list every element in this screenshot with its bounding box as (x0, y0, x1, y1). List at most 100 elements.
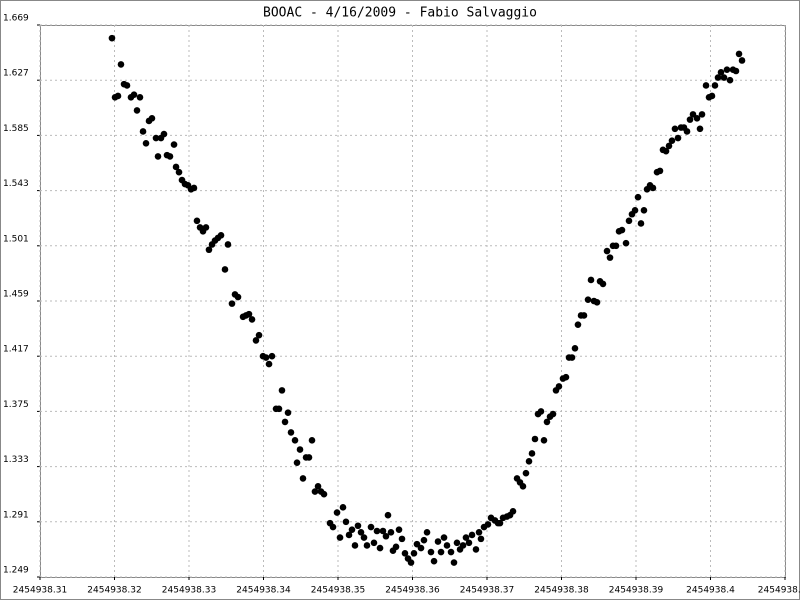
point (410, 550, 418, 557)
point (363, 542, 371, 549)
point (139, 128, 147, 135)
point (339, 504, 347, 511)
point (574, 321, 582, 328)
point (662, 147, 670, 155)
point (296, 446, 304, 453)
point (555, 383, 563, 390)
point (175, 168, 183, 176)
point (108, 34, 116, 42)
point (496, 519, 504, 527)
point (427, 548, 435, 556)
point (268, 352, 276, 360)
point (170, 141, 178, 148)
point (732, 67, 740, 75)
point (543, 418, 551, 426)
x-tick-label: 2454938.33 (162, 586, 216, 596)
y-tick-label: 1.501 (3, 234, 29, 244)
point (305, 454, 313, 461)
point (735, 50, 743, 58)
point (401, 550, 409, 557)
point (603, 247, 611, 255)
point (379, 527, 387, 535)
point (205, 246, 213, 254)
point (351, 542, 359, 549)
point (357, 529, 365, 536)
point (622, 239, 630, 247)
point (333, 509, 341, 516)
point (329, 523, 337, 531)
point (278, 387, 286, 394)
y-tick-label: 1.585 (3, 124, 29, 134)
point (423, 529, 431, 536)
point (440, 534, 448, 541)
point (370, 539, 378, 547)
point (398, 535, 406, 543)
point (637, 220, 645, 227)
point (252, 337, 260, 344)
point (580, 312, 588, 319)
point (668, 137, 676, 144)
point (373, 527, 381, 535)
point (437, 548, 445, 556)
point (228, 300, 236, 307)
point (717, 69, 725, 76)
point (299, 475, 307, 482)
y-tick-label: 1.291 (3, 510, 29, 520)
point (571, 345, 579, 352)
y-tick-label: 1.333 (3, 455, 29, 465)
point (265, 360, 273, 368)
y-tick-label: 1.375 (3, 400, 29, 410)
point (382, 532, 390, 540)
point (738, 57, 746, 64)
point (453, 539, 461, 547)
point (708, 92, 716, 100)
point (221, 266, 229, 273)
point (160, 130, 168, 138)
point (133, 107, 141, 114)
point (117, 61, 125, 68)
point (395, 526, 403, 533)
point (450, 559, 458, 566)
point (568, 354, 576, 361)
point (190, 184, 198, 192)
point (342, 518, 350, 526)
point (606, 254, 614, 261)
point (336, 534, 344, 541)
x-tick-label: 2454938.38 (534, 586, 589, 596)
point (465, 539, 473, 547)
point (696, 125, 704, 133)
point (348, 526, 356, 533)
point (612, 242, 620, 250)
point (472, 546, 480, 553)
point (468, 531, 476, 539)
point (130, 91, 138, 98)
point (686, 116, 694, 123)
point (693, 115, 701, 122)
point (540, 437, 548, 444)
point (726, 76, 734, 84)
point (537, 408, 545, 415)
point (384, 511, 392, 519)
point (248, 316, 256, 323)
point (618, 226, 626, 234)
point (522, 469, 530, 477)
point (360, 534, 368, 541)
x-tick-label: 2454938.36 (385, 586, 440, 596)
x-tick-label: 2454938.32 (87, 586, 141, 596)
x-tick-label: 2454938.39 (609, 586, 664, 596)
point (587, 276, 595, 284)
point (434, 538, 442, 545)
point (599, 280, 607, 288)
point (367, 523, 375, 531)
point (376, 544, 384, 552)
chart-title: BOOAC - 4/16/2009 - Fabio Salvaggio (263, 6, 537, 21)
point (528, 450, 536, 457)
point (656, 167, 664, 175)
point (562, 373, 570, 381)
point (308, 437, 316, 444)
point (640, 207, 648, 214)
point (509, 507, 517, 515)
x-tick-label: 2454938.31 (13, 586, 67, 596)
